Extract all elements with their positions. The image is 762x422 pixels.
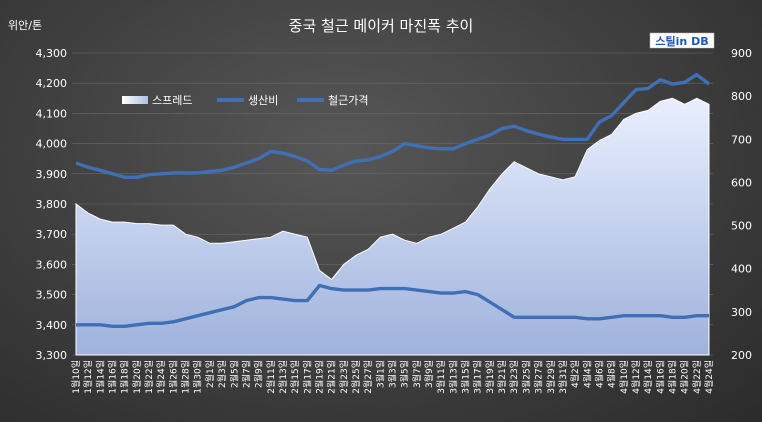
x-axis-tick-label: 1월10일 [70, 360, 82, 394]
x-axis-tick-label: 4월10일 [618, 360, 630, 394]
right-axis-tick-label: 900 [731, 47, 752, 60]
legend-item-cost: 생산비 [217, 94, 278, 107]
legend-swatch-cost [217, 98, 244, 102]
x-axis-tick-label: 2월27일 [362, 360, 374, 394]
legend-item-price: 철근가격 [297, 94, 368, 107]
left-axis-tick-label: 4,000 [36, 138, 68, 151]
x-axis-tick-label: 3월13일 [447, 360, 459, 394]
right-axis-tick-label: 300 [731, 306, 752, 319]
left-axis-tick-label: 4,300 [36, 47, 68, 60]
x-axis-tick-label: 1월12일 [82, 360, 94, 394]
x-axis-tick-label: 3월5일 [399, 360, 411, 388]
legend-label-spread: 스프레드 [152, 94, 192, 107]
right-axis-tick-label: 800 [731, 90, 752, 103]
x-axis-tick-label: 1월24일 [155, 360, 167, 394]
x-axis-tick-label: 1월16일 [107, 360, 119, 394]
x-axis-tick-label: 4월14일 [642, 360, 654, 394]
x-axis-tick-label: 3월11일 [435, 360, 447, 394]
x-axis-tick-label: 1월18일 [119, 360, 131, 394]
left-axis-tick-label: 3,800 [36, 198, 68, 211]
x-axis-tick-label: 3월3일 [387, 360, 399, 388]
legend-item-spread: 스프레드 [122, 94, 192, 107]
x-axis-tick-label: 4월8일 [606, 360, 618, 388]
x-axis-tick-label: 2월3일 [216, 360, 228, 388]
legend-swatch-spread [122, 96, 148, 104]
legend: 스프레드 생산비 철근가격 [122, 94, 368, 107]
left-axis-tick-label: 3,700 [36, 228, 68, 241]
x-axis-tick-label: 4월20일 [679, 360, 691, 394]
brand-logo-text: 스틸in DB [655, 35, 708, 48]
x-axis-tick-label: 4월18일 [666, 360, 678, 394]
x-axis-tick-label: 2월1일 [204, 360, 216, 388]
x-axis-tick-label: 4월22일 [691, 360, 703, 394]
left-axis-tick-label: 3,500 [36, 289, 68, 302]
brand-logo: 스틸in DB [649, 32, 715, 49]
x-axis-tick-label: 1월28일 [180, 360, 192, 394]
x-axis-tick-label: 2월11일 [265, 360, 277, 394]
left-axis: 3,300 3,400 3,500 3,600 3,700 3,800 3,900 4,000… [36, 47, 68, 362]
x-axis-tick-label: 3월1일 [374, 360, 386, 388]
x-axis-tick-label: 1월20일 [131, 360, 143, 394]
chart-title: 중국 철근 메이커 마진폭 추이 [289, 17, 474, 35]
x-axis-tick-label: 4월2일 [569, 360, 581, 388]
x-axis-tick-label: 3월29일 [545, 360, 557, 394]
x-axis-tick-label: 4월24일 [703, 360, 715, 394]
x-axis-tick-label: 3월25일 [520, 360, 532, 394]
x-axis-tick-label: 2월13일 [277, 360, 289, 394]
left-axis-tick-label: 3,400 [36, 319, 68, 332]
right-axis-tick-label: 700 [731, 133, 752, 146]
left-axis-tick-label: 4,100 [36, 107, 68, 120]
series-spread-area [75, 97, 710, 356]
x-axis-tick-label: 3월21일 [496, 360, 508, 394]
left-axis-tick-label: 3,300 [36, 349, 68, 362]
x-axis-tick-label: 3월7일 [411, 360, 423, 388]
x-axis-tick-label: 1월30일 [192, 360, 204, 394]
x-axis-tick-label: 4월6일 [593, 360, 605, 388]
left-axis-unit: 위안/톤 [8, 19, 42, 32]
x-axis-tick-label: 4월16일 [654, 360, 666, 394]
x-axis-tick-label: 4월4일 [581, 360, 593, 388]
left-axis-tick-label: 3,900 [36, 168, 68, 181]
x-axis-tick-label: 2월25일 [350, 360, 362, 394]
right-axis-tick-label: 200 [731, 349, 752, 362]
right-axis-tick-label: 400 [731, 263, 752, 276]
x-axis-tick-label: 1월14일 [94, 360, 106, 394]
x-axis-tick-label: 4월12일 [630, 360, 642, 394]
series-cost-line [76, 283, 709, 328]
x-axis-tick-label: 1월26일 [167, 360, 179, 394]
right-axis-tick-label: 500 [731, 220, 752, 233]
x-axis-tick-label: 3월9일 [423, 360, 435, 388]
x-axis-tick-label: 3월17일 [472, 360, 484, 394]
x-axis-tick-label: 2월23일 [338, 360, 350, 394]
x-axis-tick-label: 2월7일 [240, 360, 252, 388]
x-axis-tick-label: 3월27일 [533, 360, 545, 394]
left-axis-tick-label: 3,600 [36, 258, 68, 271]
x-axis-tick-label: 3월23일 [508, 360, 520, 394]
x-axis: 1월10일 1월12일 1월14일 1월16일 1월18일 1월20일 1월22일 1월24일… [70, 360, 715, 394]
x-axis-tick-label: 1월22일 [143, 360, 155, 394]
x-axis-tick-label: 2월21일 [326, 360, 338, 394]
x-axis-tick-label: 3월15일 [460, 360, 472, 394]
x-axis-tick-label: 2월5일 [228, 360, 240, 388]
right-axis-tick-label: 600 [731, 176, 752, 189]
right-axis: 200 300 400 500 600 700 800 900 [731, 47, 752, 362]
legend-label-cost: 생산비 [248, 94, 278, 107]
x-axis-tick-label: 2월17일 [301, 360, 313, 394]
legend-swatch-price [297, 98, 324, 102]
x-axis-tick-label: 2월9일 [253, 360, 265, 388]
series-price-line [75, 72, 711, 179]
x-axis-tick-label: 2월19일 [313, 360, 325, 394]
left-axis-tick-label: 4,200 [36, 77, 68, 90]
x-axis-tick-label: 2월15일 [289, 360, 301, 394]
legend-label-price: 철근가격 [328, 94, 368, 107]
x-axis-tick-label: 3월31일 [557, 360, 569, 394]
x-axis-tick-label: 3월19일 [484, 360, 496, 394]
